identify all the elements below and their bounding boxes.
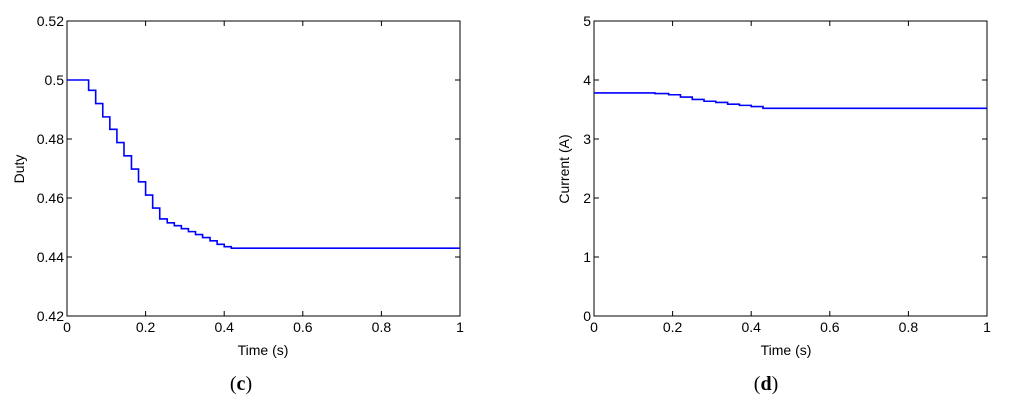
panel-label-c: (c) [230, 373, 252, 395]
chart-c: 0 0.2 0.4 0.6 0.8 1 0.42 0.44 0.46 0.48 … [11, 13, 464, 395]
x-tick-label: 0.8 [899, 319, 919, 335]
y-tick-label: 0.48 [37, 131, 64, 147]
plot-area-d [593, 20, 988, 317]
x-tick-label: 1 [983, 319, 991, 335]
ticks-d [593, 20, 988, 317]
y-tick-label: 5 [583, 13, 591, 29]
y-tick-label: 0.5 [45, 72, 65, 88]
current-series-line [594, 92, 987, 110]
x-axis-label-d: Time (s) [761, 342, 812, 358]
y-tick-label: 0.52 [37, 13, 64, 29]
x-tick-label: 0 [590, 319, 598, 335]
x-tick-label: 0.2 [663, 319, 683, 335]
x-axis-label-c: Time (s) [238, 342, 289, 358]
ticks-c [66, 20, 461, 317]
y-tick-label: 0.44 [37, 249, 64, 265]
x-tick-label: 0.6 [820, 319, 840, 335]
x-tick-label: 0.8 [372, 319, 392, 335]
x-tick-labels-c: 0 0.2 0.4 0.6 0.8 1 [63, 319, 464, 335]
x-tick-label: 0.2 [136, 319, 156, 335]
x-tick-label: 0.4 [214, 319, 234, 335]
y-tick-label: 4 [583, 72, 591, 88]
x-tick-label: 1 [456, 319, 464, 335]
y-axis-label-d: Current (A) [556, 134, 572, 203]
y-axis-label-c: Duty [11, 155, 27, 184]
y-tick-label: 0.42 [37, 308, 64, 324]
x-tick-label: 0 [63, 319, 71, 335]
y-tick-label: 3 [583, 131, 591, 147]
y-tick-label: 1 [583, 249, 591, 265]
y-tick-label: 0.46 [37, 190, 64, 206]
y-tick-labels-d: 0 1 2 3 4 5 [583, 13, 591, 324]
x-tick-labels-d: 0 0.2 0.4 0.6 0.8 1 [590, 319, 991, 335]
x-tick-label: 0.4 [741, 319, 761, 335]
duty-series-line [67, 79, 460, 249]
panel-label-d: (d) [754, 373, 778, 395]
x-tick-label: 0.6 [293, 319, 313, 335]
y-tick-label: 2 [583, 190, 591, 206]
plot-area-c [66, 20, 461, 317]
y-tick-labels-c: 0.42 0.44 0.46 0.48 0.5 0.52 [37, 13, 64, 324]
y-tick-label: 0 [583, 308, 591, 324]
chart-d: 0 0.2 0.4 0.6 0.8 1 0 1 2 3 4 5 Time (s)… [556, 13, 991, 395]
